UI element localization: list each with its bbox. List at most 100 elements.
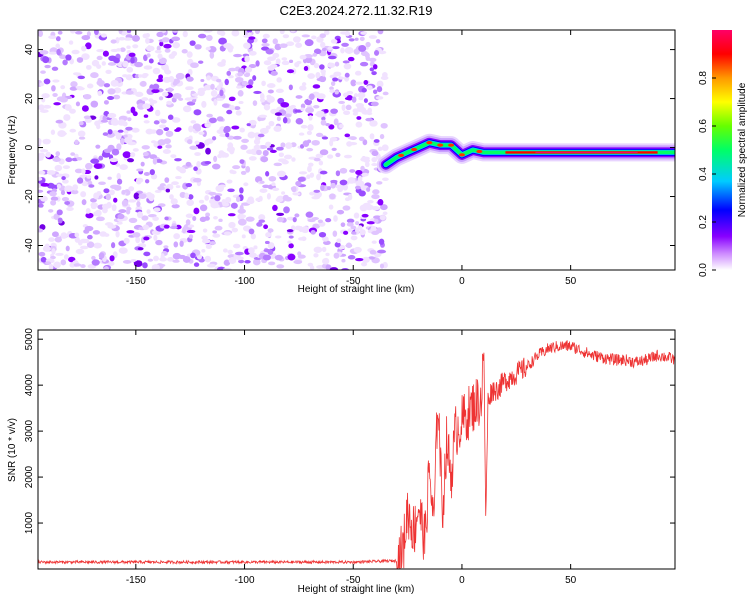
noise-blob [283,206,290,214]
noise-blob [102,115,107,123]
noise-blob [366,221,375,225]
noise-blob [369,67,375,72]
noise-blob [172,41,180,49]
noise-blob [106,132,115,138]
noise-blob [347,136,357,140]
noise-blob [268,120,275,127]
noise-blob [234,251,244,256]
noise-blob [190,252,196,259]
noise-blob [372,64,378,70]
noise-blob [243,42,251,49]
noise-blob [123,134,128,138]
noise-blob [288,235,294,239]
noise-blob [295,180,302,187]
noise-blob [199,204,208,212]
noise-blob [225,132,230,138]
noise-blob [85,207,91,214]
noise-blob [45,261,52,265]
noise-blob [250,233,256,240]
noise-blob [181,49,188,54]
noise-blob [107,129,113,135]
noise-blob [210,83,215,90]
noise-blob [161,37,170,43]
noise-blob [336,209,345,215]
noise-blob [142,224,150,231]
noise-blob [133,192,140,200]
noise-blob [110,184,119,189]
top-x-tick-label: -100 [235,276,255,287]
noise-blob [219,89,224,97]
noise-blob [94,175,99,180]
noise-blob [307,113,314,117]
top-x-ticks: -150 -100 -50 0 50 [126,30,577,287]
noise-blob [313,48,322,55]
noise-blob [177,166,186,173]
noise-blob [306,130,313,136]
noise-blob [185,219,191,226]
noise-blob [185,183,193,188]
noise-blob [329,267,339,270]
noise-blob [192,215,197,221]
noise-blob [39,149,49,153]
noise-blob [38,104,45,111]
noise-blob [300,124,308,129]
noise-blob [115,134,122,140]
noise-blob [298,132,305,136]
noise-blob [75,248,85,255]
noise-blob [194,140,200,145]
noise-blob [120,138,125,145]
noise-blob [318,232,327,238]
noise-blob [294,61,300,68]
noise-blob [340,222,346,228]
noise-blob [154,109,161,117]
noise-blob [74,139,79,145]
noise-blob [123,237,130,244]
noise-blob [273,125,282,132]
noise-blob [373,218,379,224]
noise-blob [240,214,247,218]
noise-blob [152,216,159,221]
noise-blob [65,157,73,163]
noise-blob [335,152,341,158]
noise-blob [83,93,92,100]
noise-blob [223,259,231,266]
noise-blob [77,130,86,137]
noise-blob [132,232,141,238]
noise-blob [40,182,50,187]
noise-blob [66,206,74,211]
noise-blob [315,132,324,138]
noise-blob [159,124,167,129]
noise-blob [206,113,213,118]
noise-blob [366,187,371,192]
ridge-hotspot [437,143,444,147]
noise-blob [281,191,286,195]
noise-blob [42,104,52,109]
noise-blob [308,162,314,167]
noise-blob [288,243,294,249]
noise-blob [301,34,311,38]
noise-blob [256,149,262,156]
noise-blob [111,148,120,156]
noise-blob [278,152,285,158]
noise-blob [115,230,120,238]
noise-blob [307,124,314,131]
noise-blob [46,170,56,175]
noise-blob [382,177,389,181]
noise-blob [214,195,221,202]
noise-blob [227,213,236,217]
noise-blob [377,199,384,206]
noise-blob [167,257,174,262]
noise-blob [382,211,388,216]
noise-blob [64,185,74,193]
noise-blob [240,144,248,150]
noise-blob [136,177,144,183]
noise-blob [266,94,272,99]
noise-blob [122,259,132,264]
noise-blob [194,152,201,157]
noise-blob [140,161,145,167]
noise-blob [175,127,182,131]
noise-blob [313,246,323,253]
noise-blob [204,123,211,128]
noise-blob [93,30,99,36]
noise-blob [218,37,227,45]
